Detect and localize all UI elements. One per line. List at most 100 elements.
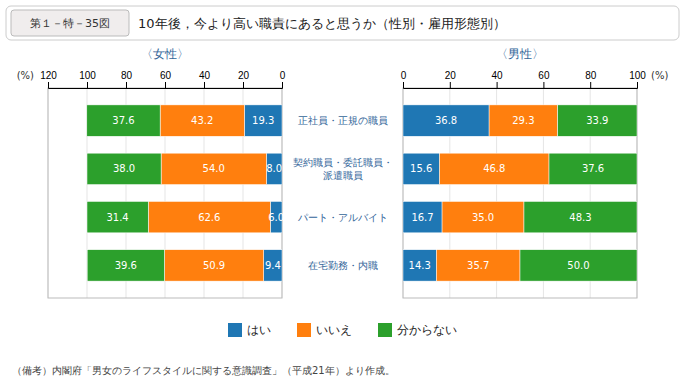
- legend-swatch: [228, 323, 242, 337]
- bar: [148, 201, 270, 232]
- data-label: 35.0: [472, 212, 494, 223]
- tick-label: 100: [629, 70, 646, 81]
- data-label: 8.0: [266, 163, 282, 174]
- tick-label: 40: [492, 70, 504, 81]
- legend-label: はい: [247, 323, 271, 337]
- tick-label: 0: [401, 70, 407, 81]
- tick-mark: [543, 82, 544, 88]
- title-frame: [6, 6, 679, 40]
- data-label: 39.6: [115, 260, 137, 271]
- data-label: 16.7: [411, 212, 433, 223]
- tick: 40: [199, 70, 211, 88]
- tick-mark: [282, 82, 283, 88]
- tick: 100: [629, 70, 646, 88]
- bar: [266, 153, 282, 184]
- bar: [403, 201, 442, 232]
- tick-label: 0: [280, 70, 286, 81]
- data-label: 33.9: [586, 115, 608, 126]
- data-label: 15.6: [410, 163, 432, 174]
- axis-line: [49, 82, 283, 89]
- bar: [160, 105, 244, 136]
- grid: [48, 88, 282, 298]
- tick-mark: [590, 82, 591, 88]
- bar: [558, 105, 637, 136]
- tick-mark: [450, 82, 451, 88]
- panel-title: 〈女性〉: [141, 47, 189, 61]
- tick-label: 20: [445, 70, 457, 81]
- axis-line: [404, 82, 638, 89]
- tick-label: 120: [40, 70, 57, 81]
- tick: 100: [79, 70, 96, 88]
- tick: 40: [492, 70, 504, 88]
- data-label: 43.2: [191, 115, 213, 126]
- data-labels: 19.343.237.68.054.038.06.062.631.49.450.…: [106, 115, 284, 271]
- legend-swatch: [378, 323, 392, 337]
- tick: 80: [585, 70, 597, 88]
- data-label: 37.6: [582, 163, 604, 174]
- tick-mark: [165, 82, 166, 88]
- bars: [87, 105, 282, 281]
- data-label: 50.9: [203, 260, 225, 271]
- axis-label: (%): [17, 70, 34, 81]
- data-label: 62.6: [198, 212, 220, 223]
- tick-label: 40: [199, 70, 211, 81]
- data-label: 14.3: [409, 260, 431, 271]
- x-axis: 0 20 40 60 80 100: [401, 70, 647, 89]
- data-label: 19.3: [252, 115, 274, 126]
- data-label: 54.0: [203, 163, 225, 174]
- data-label: 48.3: [569, 212, 591, 223]
- tick-mark: [87, 82, 88, 88]
- tick-mark: [637, 82, 638, 88]
- bar: [164, 250, 263, 281]
- data-label: 50.0: [567, 260, 589, 271]
- legend-item: いいえ: [297, 323, 352, 337]
- legend-label: いいえ: [316, 323, 352, 337]
- tick-mark: [204, 82, 205, 88]
- data-label: 29.3: [512, 115, 534, 126]
- tick: 0: [280, 70, 286, 88]
- tick-label: 20: [238, 70, 250, 81]
- data-label: 9.4: [265, 260, 281, 271]
- tick-mark: [48, 82, 49, 88]
- axis-label: (%): [651, 70, 668, 81]
- bar: [489, 105, 558, 136]
- category-label: 契約職員・委託職員・派遣職員: [293, 157, 393, 181]
- category-label: パート・アルバイト: [297, 212, 388, 223]
- bar: [244, 105, 282, 136]
- data-label: 46.8: [483, 163, 505, 174]
- data-label: 35.7: [467, 260, 489, 271]
- tick-mark: [403, 82, 404, 88]
- bar: [520, 250, 637, 281]
- legend-label: 分からない: [397, 323, 457, 337]
- note: （備考）内閣府「男女のライフスタイルに関する意識調査」（平成21年）より作成。: [12, 365, 395, 376]
- tick: 60: [160, 70, 172, 88]
- panel-title: 〈男性〉: [496, 47, 544, 61]
- bar: [87, 153, 161, 184]
- title-box: [11, 10, 129, 36]
- tick: 80: [121, 70, 133, 88]
- tick-mark: [243, 82, 244, 88]
- bar: [87, 250, 164, 281]
- chart: 第１－特－35図10年後，今より高い職責にあると思うか（性別・雇用形態別）19.…: [0, 0, 685, 388]
- tick-label: 100: [79, 70, 96, 81]
- bar: [161, 153, 266, 184]
- bars: [403, 105, 637, 281]
- category-label: 在宅勤務・内職: [308, 260, 378, 271]
- bar: [524, 201, 637, 232]
- data-label: 36.8: [435, 115, 457, 126]
- bar: [87, 201, 148, 232]
- plot-frame: [403, 88, 637, 298]
- bar: [403, 153, 440, 184]
- plot-frame: [48, 88, 282, 298]
- tick-mark: [126, 82, 127, 88]
- bar: [440, 153, 550, 184]
- legend: はい いいえ 分からない: [228, 323, 457, 337]
- bar: [87, 105, 160, 136]
- tick-label: 60: [538, 70, 550, 81]
- bar: [403, 105, 489, 136]
- tick-mark: [497, 82, 498, 88]
- category-labels: 正社員・正規の職員契約職員・委託職員・派遣職員パート・アルバイト在宅勤務・内職: [293, 115, 393, 271]
- bar: [549, 153, 637, 184]
- tick: 60: [538, 70, 550, 88]
- tick-label: 80: [121, 70, 133, 81]
